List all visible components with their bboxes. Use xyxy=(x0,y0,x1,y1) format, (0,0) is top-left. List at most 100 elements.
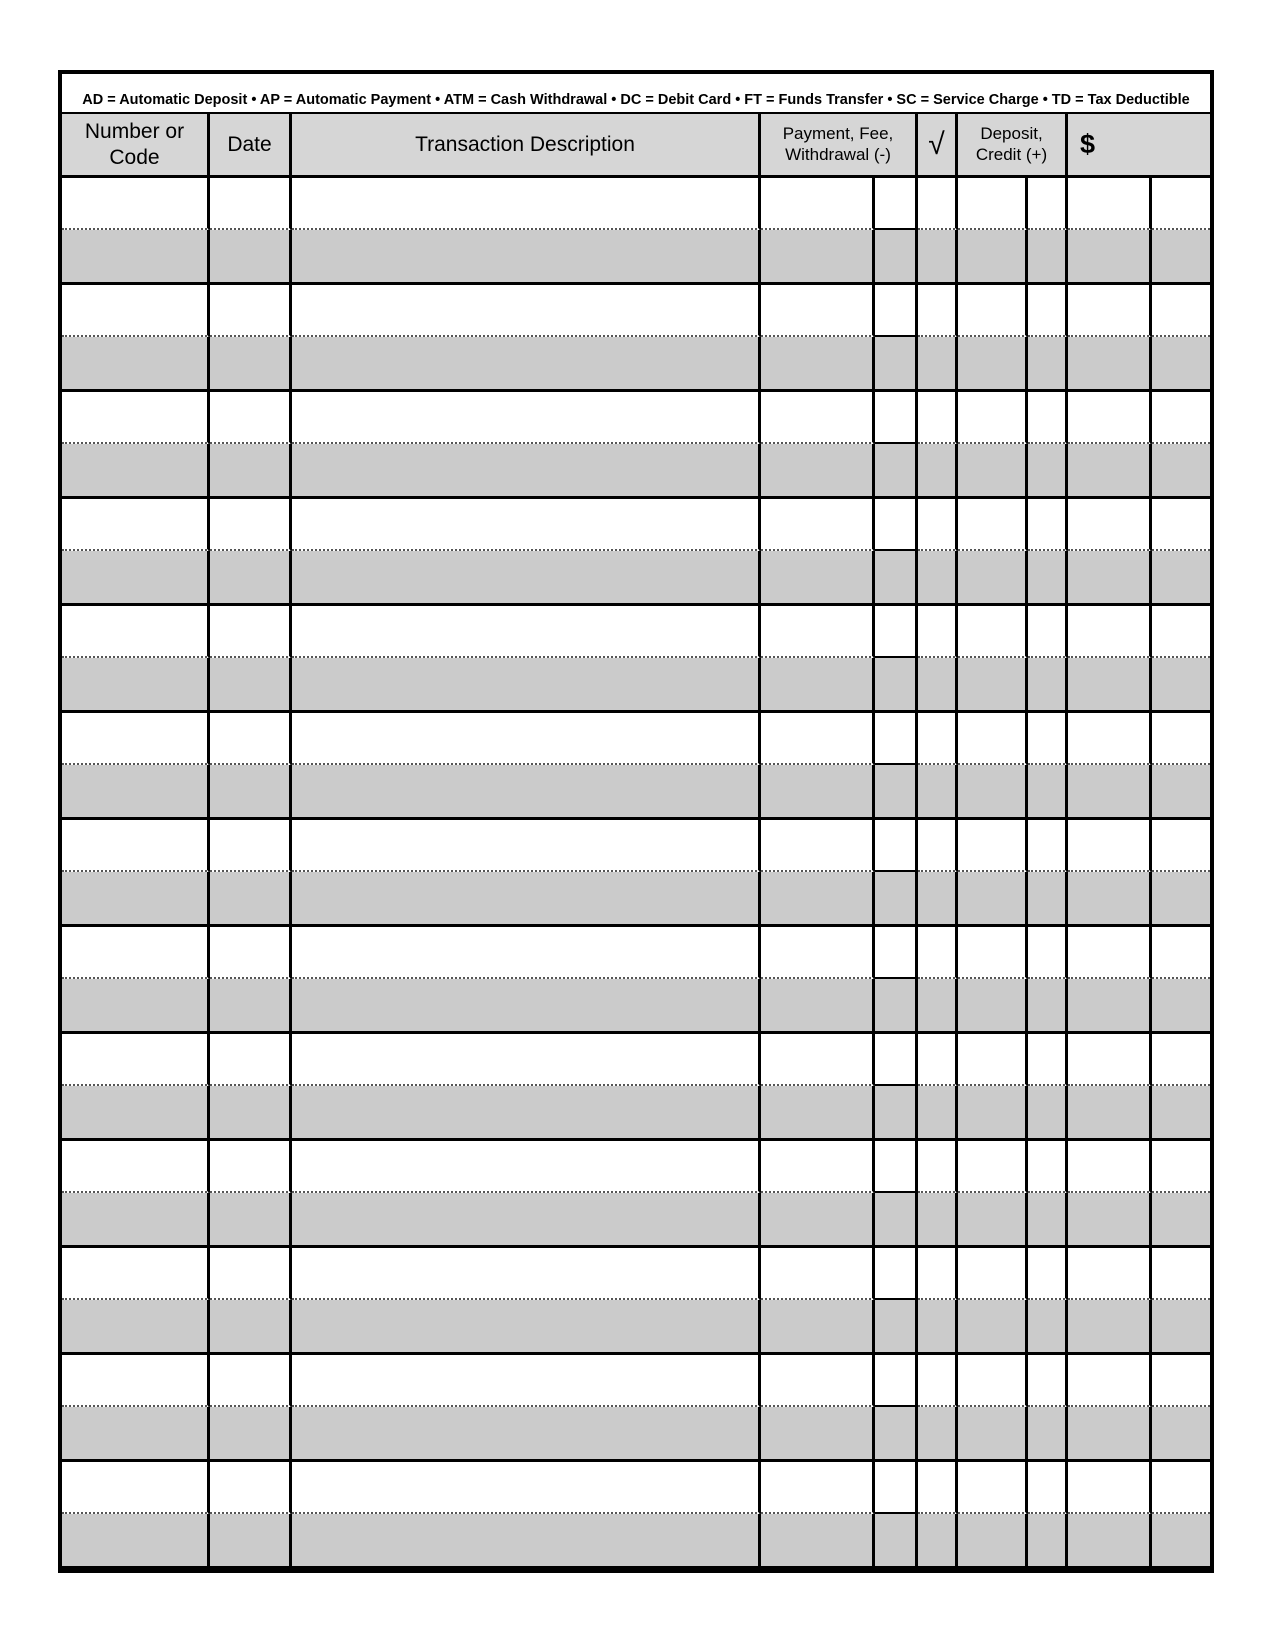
cell-payment-cents[interactable] xyxy=(875,606,918,658)
cell-balance-dollars[interactable] xyxy=(1068,1300,1152,1355)
cell-date[interactable] xyxy=(210,551,292,606)
cell-number-or-code[interactable] xyxy=(62,1407,210,1462)
cell-balance-cents[interactable] xyxy=(1152,979,1210,1034)
cell-deposit-dollars[interactable] xyxy=(958,1300,1028,1355)
cell-deposit-cents[interactable] xyxy=(1028,1462,1068,1514)
cell-number-or-code[interactable] xyxy=(62,1300,210,1355)
cell-check-mark[interactable] xyxy=(918,606,958,658)
cell-deposit-cents[interactable] xyxy=(1028,444,1068,499)
cell-date[interactable] xyxy=(210,1086,292,1141)
cell-number-or-code[interactable] xyxy=(62,1141,210,1193)
cell-payment-dollars[interactable] xyxy=(761,178,875,230)
cell-balance-dollars[interactable] xyxy=(1068,178,1152,230)
cell-deposit-cents[interactable] xyxy=(1028,713,1068,765)
cell-payment-cents[interactable] xyxy=(875,820,918,872)
cell-balance-dollars[interactable] xyxy=(1068,230,1152,285)
cell-date[interactable] xyxy=(210,1141,292,1193)
cell-transaction-description[interactable] xyxy=(292,820,761,872)
cell-payment-dollars[interactable] xyxy=(761,1462,875,1514)
cell-date[interactable] xyxy=(210,1193,292,1248)
cell-payment-cents[interactable] xyxy=(875,1514,918,1569)
cell-balance-cents[interactable] xyxy=(1152,1086,1210,1141)
cell-balance-cents[interactable] xyxy=(1152,230,1210,285)
cell-check-mark[interactable] xyxy=(918,820,958,872)
cell-deposit-cents[interactable] xyxy=(1028,285,1068,337)
cell-payment-cents[interactable] xyxy=(875,979,918,1034)
cell-payment-dollars[interactable] xyxy=(761,1034,875,1086)
cell-deposit-cents[interactable] xyxy=(1028,765,1068,820)
cell-balance-cents[interactable] xyxy=(1152,927,1210,979)
cell-payment-cents[interactable] xyxy=(875,230,918,285)
cell-balance-cents[interactable] xyxy=(1152,658,1210,713)
cell-deposit-dollars[interactable] xyxy=(958,606,1028,658)
cell-balance-cents[interactable] xyxy=(1152,1193,1210,1248)
cell-check-mark[interactable] xyxy=(918,1300,958,1355)
cell-payment-cents[interactable] xyxy=(875,1300,918,1355)
cell-number-or-code[interactable] xyxy=(62,1193,210,1248)
cell-deposit-cents[interactable] xyxy=(1028,499,1068,551)
cell-date[interactable] xyxy=(210,285,292,337)
cell-deposit-cents[interactable] xyxy=(1028,1514,1068,1569)
cell-payment-cents[interactable] xyxy=(875,765,918,820)
cell-date[interactable] xyxy=(210,499,292,551)
cell-date[interactable] xyxy=(210,1514,292,1569)
cell-payment-cents[interactable] xyxy=(875,1248,918,1300)
cell-number-or-code[interactable] xyxy=(62,337,210,392)
cell-balance-dollars[interactable] xyxy=(1068,606,1152,658)
cell-deposit-cents[interactable] xyxy=(1028,1141,1068,1193)
cell-balance-dollars[interactable] xyxy=(1068,392,1152,444)
cell-balance-dollars[interactable] xyxy=(1068,1086,1152,1141)
cell-payment-dollars[interactable] xyxy=(761,1141,875,1193)
cell-number-or-code[interactable] xyxy=(62,872,210,927)
cell-deposit-dollars[interactable] xyxy=(958,927,1028,979)
cell-balance-dollars[interactable] xyxy=(1068,337,1152,392)
cell-date[interactable] xyxy=(210,658,292,713)
cell-number-or-code[interactable] xyxy=(62,551,210,606)
cell-payment-cents[interactable] xyxy=(875,1462,918,1514)
cell-transaction-description[interactable] xyxy=(292,765,761,820)
cell-payment-cents[interactable] xyxy=(875,1193,918,1248)
cell-payment-dollars[interactable] xyxy=(761,499,875,551)
cell-number-or-code[interactable] xyxy=(62,230,210,285)
cell-balance-dollars[interactable] xyxy=(1068,979,1152,1034)
cell-deposit-cents[interactable] xyxy=(1028,551,1068,606)
cell-deposit-dollars[interactable] xyxy=(958,1141,1028,1193)
cell-payment-cents[interactable] xyxy=(875,658,918,713)
cell-payment-dollars[interactable] xyxy=(761,1248,875,1300)
cell-payment-cents[interactable] xyxy=(875,1141,918,1193)
cell-transaction-description[interactable] xyxy=(292,337,761,392)
cell-payment-cents[interactable] xyxy=(875,713,918,765)
cell-number-or-code[interactable] xyxy=(62,658,210,713)
cell-check-mark[interactable] xyxy=(918,1248,958,1300)
cell-payment-dollars[interactable] xyxy=(761,658,875,713)
cell-date[interactable] xyxy=(210,392,292,444)
cell-deposit-cents[interactable] xyxy=(1028,392,1068,444)
cell-number-or-code[interactable] xyxy=(62,765,210,820)
cell-transaction-description[interactable] xyxy=(292,1355,761,1407)
cell-date[interactable] xyxy=(210,713,292,765)
cell-payment-dollars[interactable] xyxy=(761,1355,875,1407)
cell-number-or-code[interactable] xyxy=(62,1355,210,1407)
cell-date[interactable] xyxy=(210,765,292,820)
cell-transaction-description[interactable] xyxy=(292,1034,761,1086)
cell-transaction-description[interactable] xyxy=(292,606,761,658)
cell-payment-dollars[interactable] xyxy=(761,285,875,337)
cell-payment-dollars[interactable] xyxy=(761,551,875,606)
cell-payment-dollars[interactable] xyxy=(761,1193,875,1248)
cell-payment-dollars[interactable] xyxy=(761,392,875,444)
cell-deposit-dollars[interactable] xyxy=(958,285,1028,337)
cell-balance-dollars[interactable] xyxy=(1068,1407,1152,1462)
cell-balance-dollars[interactable] xyxy=(1068,285,1152,337)
cell-deposit-dollars[interactable] xyxy=(958,820,1028,872)
cell-transaction-description[interactable] xyxy=(292,979,761,1034)
cell-check-mark[interactable] xyxy=(918,765,958,820)
cell-check-mark[interactable] xyxy=(918,1141,958,1193)
cell-transaction-description[interactable] xyxy=(292,713,761,765)
cell-number-or-code[interactable] xyxy=(62,285,210,337)
cell-number-or-code[interactable] xyxy=(62,606,210,658)
cell-transaction-description[interactable] xyxy=(292,499,761,551)
cell-transaction-description[interactable] xyxy=(292,230,761,285)
cell-balance-cents[interactable] xyxy=(1152,1514,1210,1569)
cell-payment-cents[interactable] xyxy=(875,1086,918,1141)
cell-check-mark[interactable] xyxy=(918,927,958,979)
